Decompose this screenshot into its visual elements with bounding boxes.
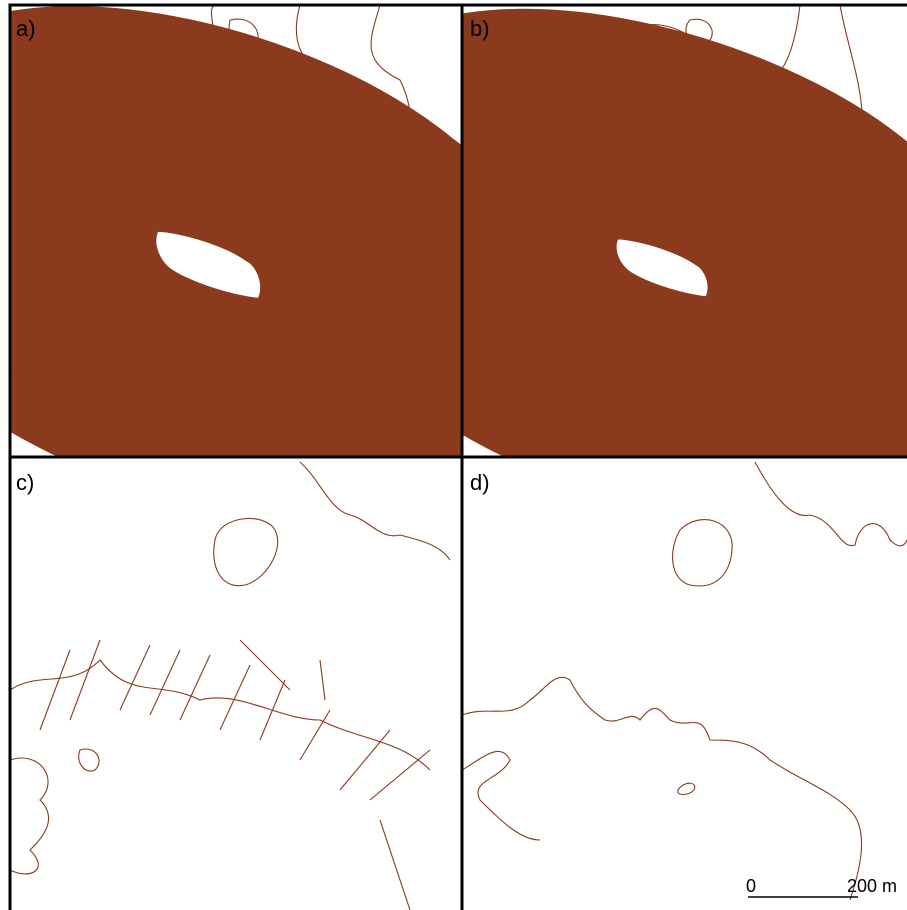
panel-b-contours — [393, 5, 907, 460]
scale-start-label: 0 — [746, 876, 756, 896]
panel-frame — [462, 457, 907, 910]
contour-line — [300, 462, 450, 560]
panel-label: a) — [16, 16, 36, 41]
contour-line — [10, 660, 430, 770]
panel-label: c) — [16, 470, 34, 495]
contour-line — [380, 820, 410, 910]
figure: a) b) c) d) 0 200 m — [0, 0, 907, 910]
contour-line — [462, 751, 540, 840]
panel-frame — [10, 457, 462, 910]
contour-line — [673, 520, 733, 586]
panel-c-contours — [10, 462, 450, 910]
contour-line — [543, 194, 781, 341]
panel-label: d) — [470, 470, 490, 495]
contour-line — [10, 758, 49, 874]
contour-line — [72, 179, 345, 350]
contour-line — [462, 677, 862, 900]
scale-end-label: 200 m — [847, 876, 897, 896]
panel-a-contours — [0, 5, 463, 457]
contour-line — [214, 519, 278, 586]
contour-line — [755, 462, 907, 546]
panel-label: b) — [470, 16, 490, 41]
panel-d-contours — [462, 462, 907, 900]
contour-line — [678, 783, 695, 794]
contour-line — [79, 749, 99, 771]
contour-line — [40, 640, 430, 800]
